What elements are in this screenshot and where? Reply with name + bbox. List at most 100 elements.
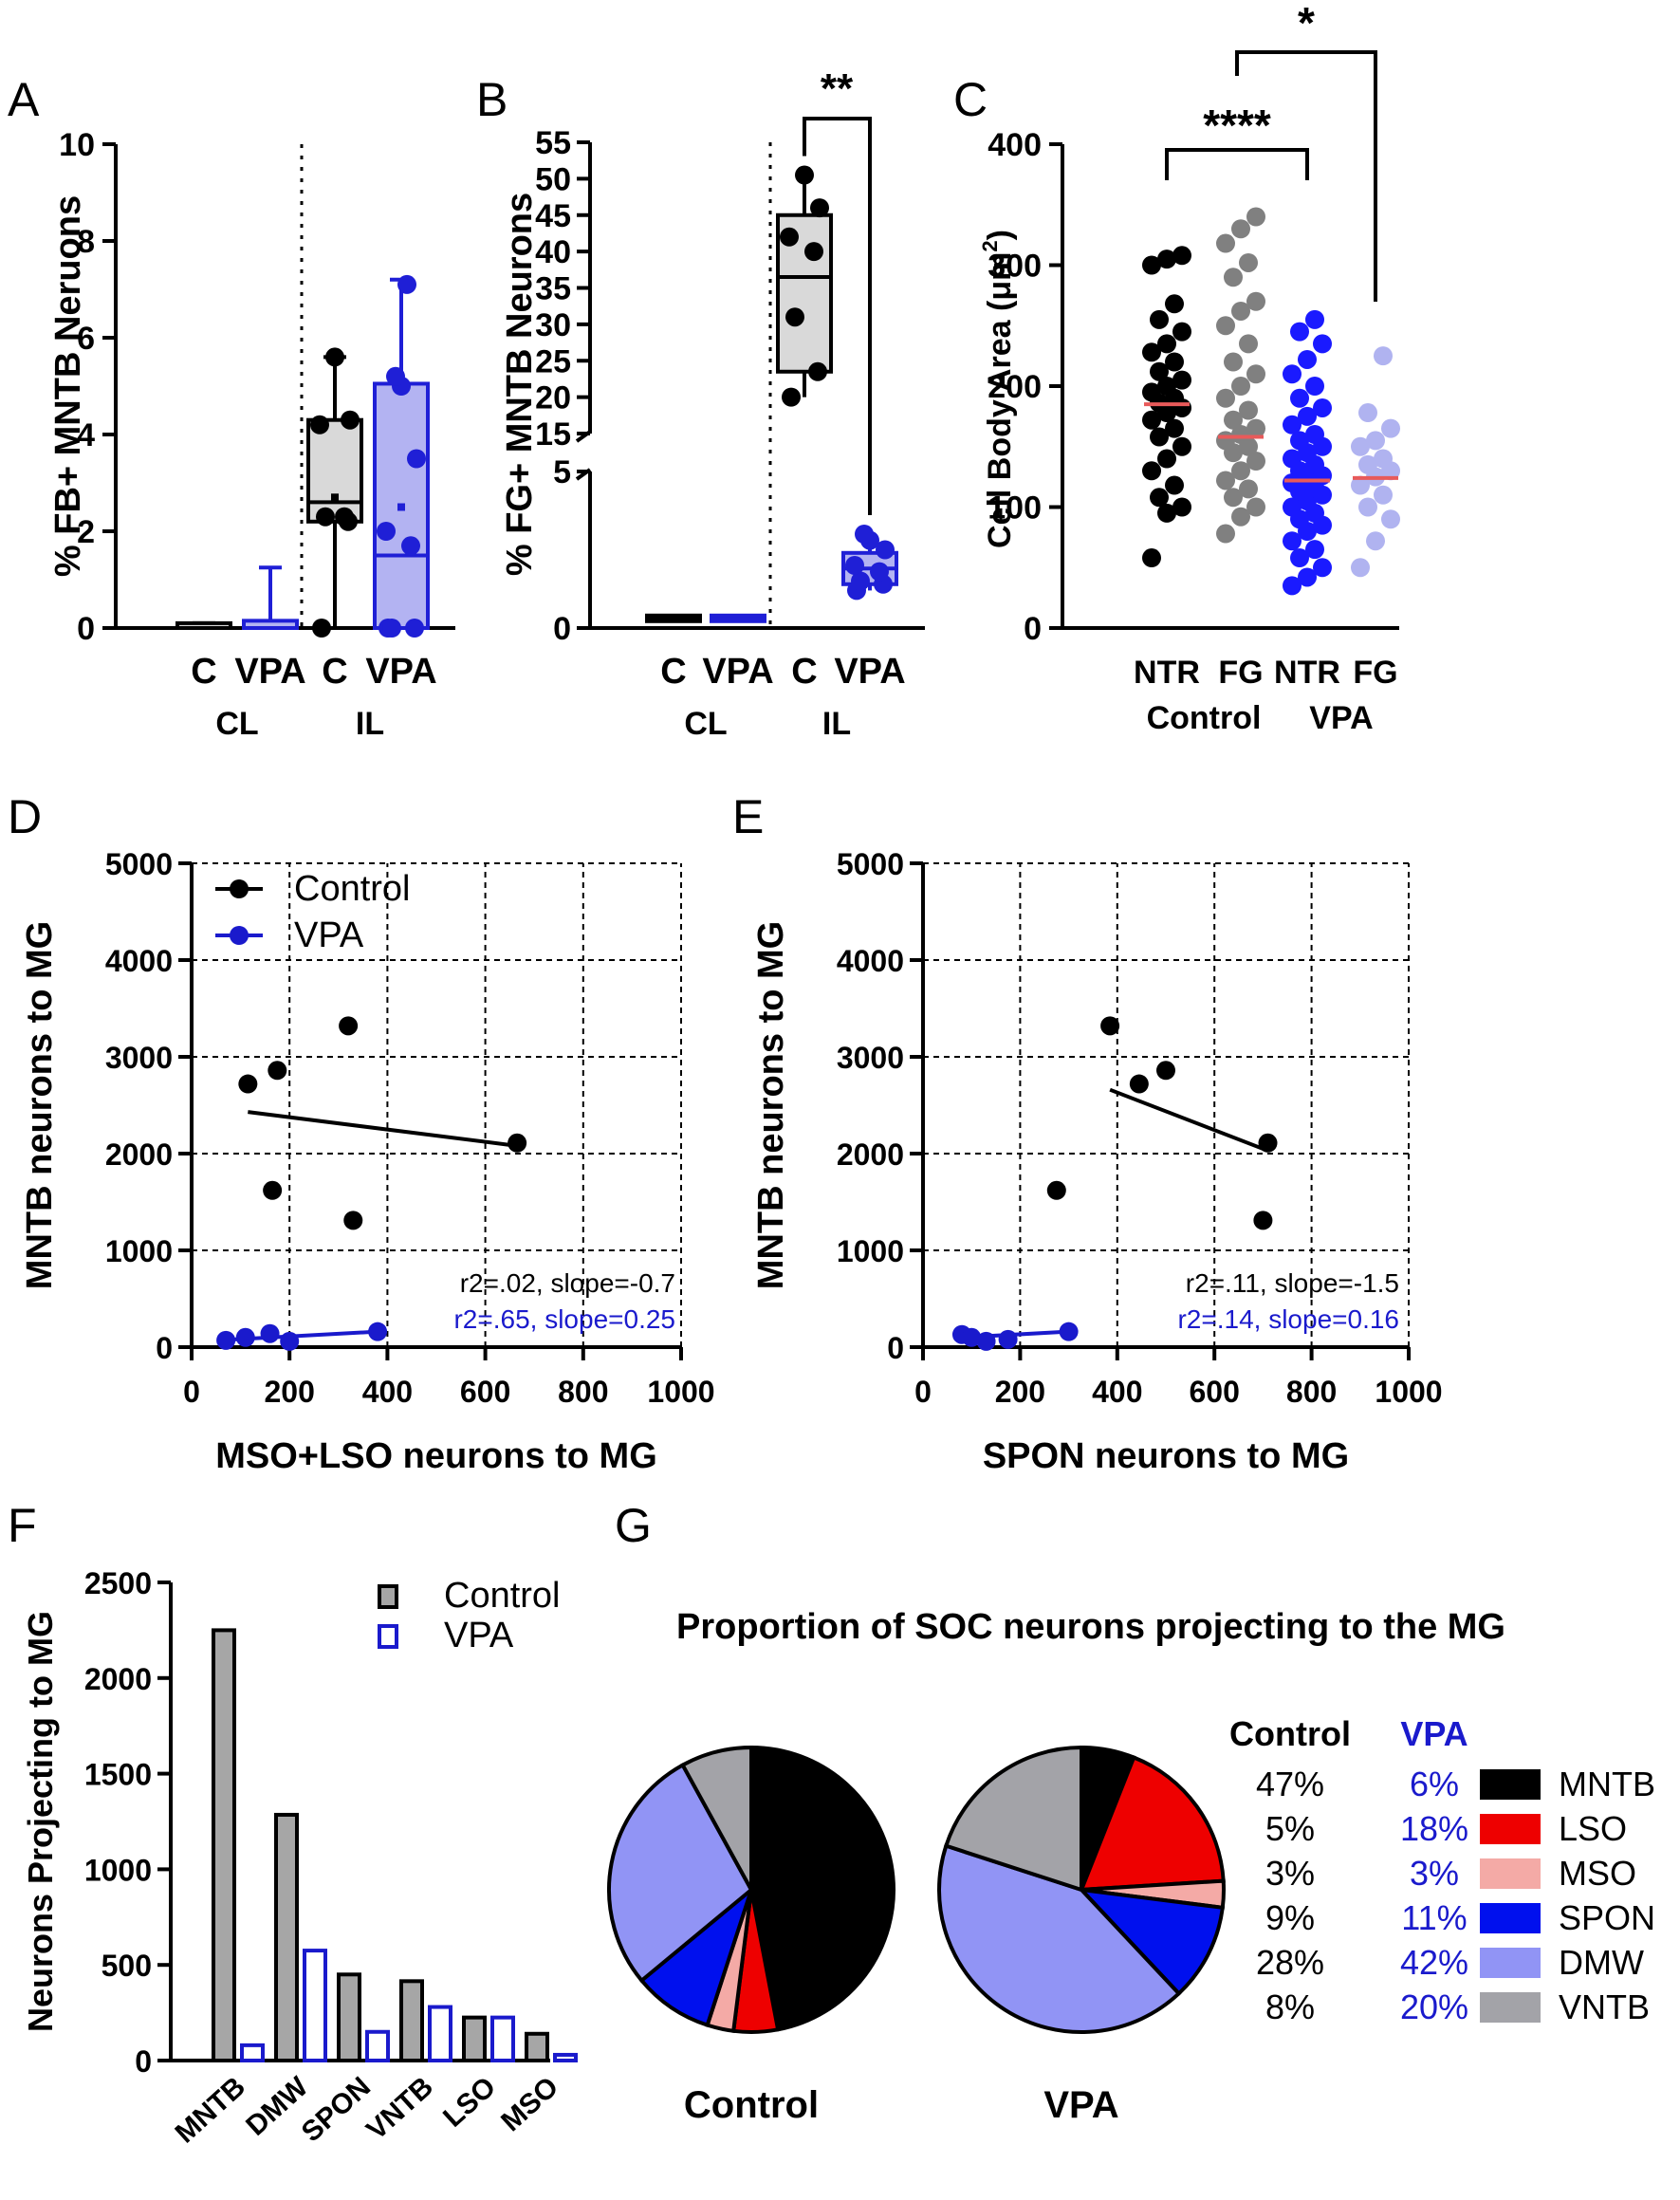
data-point (1165, 418, 1184, 438)
data-point (1157, 250, 1176, 269)
data-point (1100, 1016, 1120, 1036)
x-tick-label: C (791, 652, 817, 692)
bar (462, 2015, 487, 2062)
y-tick-label: 2000 (84, 1662, 152, 1696)
legend-vpa-pct: 6% (1410, 1765, 1459, 1803)
x-tick-label: LSO (437, 2071, 502, 2134)
legend-marker (230, 879, 249, 898)
data-point (1165, 294, 1184, 314)
x-tick-label: VPA (702, 652, 773, 692)
data-point (876, 540, 895, 560)
legend-label: DMW (1559, 1943, 1644, 1982)
panel-c: 0 100 200 300 400 Cell Body Area (μm2) NTR FG NT… (978, 0, 1400, 736)
y-tick-label: 400 (988, 127, 1042, 163)
x-tick-label: C (660, 652, 686, 692)
data-point (1142, 382, 1161, 402)
x-tick-label: VPA (365, 652, 436, 692)
data-point (1239, 400, 1258, 420)
data-point (1231, 507, 1250, 527)
data-point (808, 361, 827, 381)
data-point (1358, 403, 1377, 423)
bar (303, 1949, 327, 2063)
data-point (1253, 1211, 1273, 1230)
data-point (1216, 524, 1235, 544)
data-point (976, 1331, 996, 1351)
y-axis-label: % FG+ MNTB Neurons (500, 193, 540, 576)
y-axis-label: Neurons Projecting to MG (21, 1611, 60, 2032)
pie-slice (749, 1745, 895, 2032)
legend-swatch (378, 1584, 398, 1609)
data-point (1239, 479, 1258, 499)
data-point (1246, 418, 1265, 438)
x-tick-label: NTR (1274, 655, 1340, 691)
data-point (1305, 377, 1324, 396)
data-point (1290, 322, 1309, 342)
significance-label: * (1298, 0, 1315, 47)
stats-label: r2=.02, slope=-0.7 (460, 1268, 675, 1298)
data-point (1172, 497, 1191, 517)
y-tick-label: 6 (77, 321, 95, 357)
y-tick-label: 200 (988, 369, 1042, 405)
significance-bracket (1235, 50, 1377, 302)
legend-label: VPA (294, 915, 364, 955)
legend-vpa-pct: 11% (1401, 1898, 1467, 1937)
x-tick-label: VPA (234, 652, 305, 692)
y-tick-label: 55 (535, 125, 571, 161)
data-point (1258, 1133, 1278, 1153)
data-point (1246, 291, 1265, 311)
x-tick-label: SPON (296, 2071, 377, 2148)
y-tick-label: 1000 (84, 1853, 152, 1887)
panel-letter-b: B (476, 73, 508, 126)
data-point (1246, 364, 1265, 384)
data-point (870, 562, 889, 582)
y-tick-label: 100 (988, 490, 1042, 527)
x-axis-label: MSO+LSO neurons to MG (215, 1436, 657, 1476)
y-tick-label: 0 (887, 1331, 904, 1365)
data-point (1305, 540, 1324, 560)
data-point (238, 1074, 258, 1094)
data-point (1246, 497, 1265, 517)
data-point (1283, 531, 1302, 551)
x-axis-label: SPON neurons to MG (983, 1436, 1349, 1476)
group-label-vpa: VPA (1309, 700, 1373, 736)
data-point (1283, 449, 1302, 469)
data-point (1366, 531, 1385, 551)
y-axis-label: MNTB neurons to MG (20, 921, 60, 1289)
data-point (1231, 425, 1250, 444)
group-label-il: IL (822, 706, 851, 742)
group-label-cl: CL (684, 706, 727, 742)
x-tick-label: MSO (495, 2071, 564, 2137)
data-point (1059, 1322, 1079, 1341)
legend-swatch (378, 1624, 398, 1649)
data-point (1165, 352, 1184, 372)
y-tick-label: 4000 (105, 944, 173, 978)
bar (553, 2052, 578, 2062)
data-point (1298, 349, 1317, 369)
y-tick-label: 40 (535, 234, 571, 270)
data-point (1157, 449, 1176, 469)
group-label-cl: CL (215, 706, 258, 742)
x-tick-label: 600 (460, 1375, 510, 1409)
data-point (235, 1327, 255, 1347)
pie-slice (937, 1843, 1182, 2034)
x-tick-label: 0 (914, 1375, 932, 1409)
legend-swatch (1480, 1948, 1541, 1978)
data-point (1156, 1061, 1175, 1081)
y-tick-label: 0 (156, 1331, 173, 1365)
legend-vpa-pct: 20% (1400, 1987, 1468, 2026)
data-point (1381, 509, 1400, 529)
legend-swatch (1480, 1858, 1541, 1889)
pie-slice (943, 1745, 1083, 1893)
panel-letter-d: D (8, 790, 42, 843)
x-tick-label: MNTB (170, 2071, 251, 2150)
panel-letter-f: F (8, 1499, 37, 1552)
data-point (845, 556, 864, 575)
data-point (1351, 558, 1370, 578)
data-point (386, 366, 405, 386)
legend-swatch (1480, 1769, 1541, 1800)
data-point (377, 522, 396, 541)
data-point (339, 1016, 359, 1036)
data-point (1239, 334, 1258, 354)
significance-bracket (1165, 148, 1309, 180)
legend-label: MNTB (1559, 1765, 1655, 1803)
